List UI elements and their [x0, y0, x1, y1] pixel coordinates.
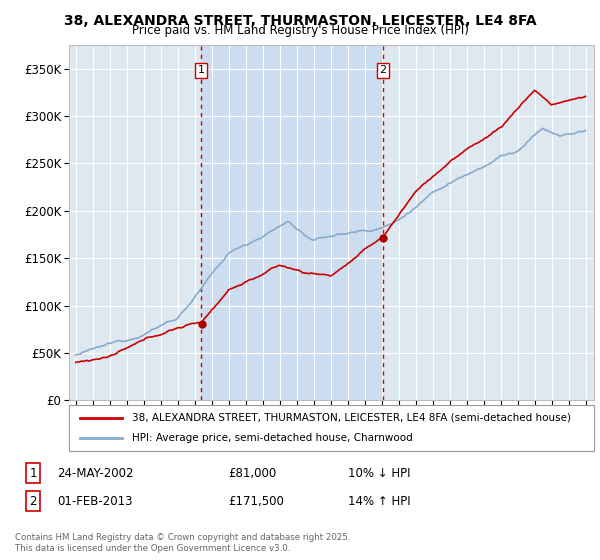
Text: 10% ↓ HPI: 10% ↓ HPI: [348, 466, 410, 480]
Text: £81,000: £81,000: [228, 466, 276, 480]
Text: 2: 2: [29, 494, 37, 508]
Bar: [201, 45, 383, 400]
Text: 24-MAY-2002: 24-MAY-2002: [57, 466, 133, 480]
Text: 1: 1: [29, 466, 37, 480]
Text: 2: 2: [379, 66, 386, 76]
Text: 14% ↑ HPI: 14% ↑ HPI: [348, 494, 410, 508]
Text: 38, ALEXANDRA STREET, THURMASTON, LEICESTER, LE4 8FA: 38, ALEXANDRA STREET, THURMASTON, LEICES…: [64, 14, 536, 28]
Text: Price paid vs. HM Land Registry's House Price Index (HPI): Price paid vs. HM Land Registry's House …: [131, 24, 469, 37]
Text: Contains HM Land Registry data © Crown copyright and database right 2025.
This d: Contains HM Land Registry data © Crown c…: [15, 533, 350, 553]
Text: 38, ALEXANDRA STREET, THURMASTON, LEICESTER, LE4 8FA (semi-detached house): 38, ALEXANDRA STREET, THURMASTON, LEICES…: [132, 413, 571, 423]
Text: £171,500: £171,500: [228, 494, 284, 508]
FancyBboxPatch shape: [69, 405, 594, 451]
Text: 1: 1: [197, 66, 205, 76]
Text: HPI: Average price, semi-detached house, Charnwood: HPI: Average price, semi-detached house,…: [132, 433, 413, 443]
Text: 01-FEB-2013: 01-FEB-2013: [57, 494, 133, 508]
